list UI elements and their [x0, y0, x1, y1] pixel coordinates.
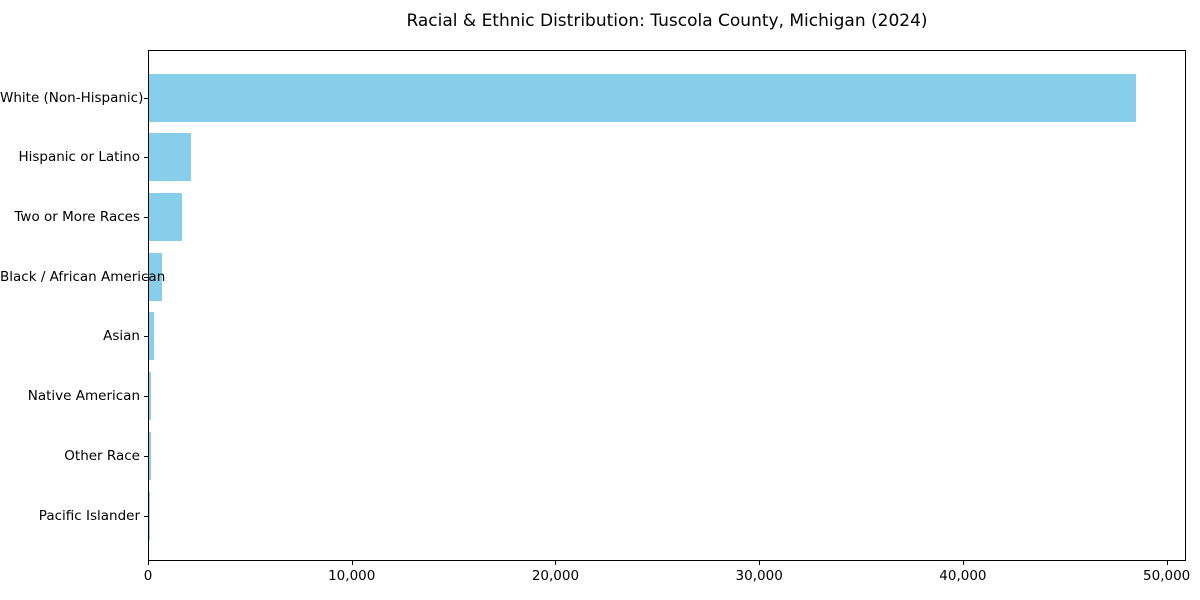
y-axis-label: Native American: [27, 388, 140, 405]
chart-bar: [149, 133, 191, 182]
y-axis-label: Pacific Islander: [38, 507, 140, 524]
plot-area: [148, 50, 1186, 561]
x-axis-tick: [148, 561, 149, 565]
y-axis-tick: [144, 455, 148, 457]
y-axis-label: Other Race: [64, 447, 140, 464]
x-axis-label: 10,000: [328, 568, 376, 584]
y-axis-tick: [144, 336, 148, 338]
x-axis-label: 50,000: [1143, 568, 1191, 584]
x-axis-label: 30,000: [735, 568, 783, 584]
chart-bar: [149, 73, 1137, 122]
y-axis-label: Asian: [103, 328, 140, 345]
y-axis-label: White (Non-Hispanic): [0, 89, 144, 106]
chart-bar: [149, 193, 183, 242]
chart-bar: [149, 431, 151, 480]
x-axis-label: 0: [143, 568, 153, 584]
y-axis-tick: [144, 515, 148, 517]
chart-title: Racial & Ethnic Distribution: Tuscola Co…: [406, 11, 928, 31]
chart-bar: [149, 312, 155, 361]
y-axis-label: Hispanic or Latino: [18, 149, 140, 166]
x-axis-tick: [351, 561, 353, 565]
y-axis-tick: [144, 217, 148, 219]
x-axis-tick: [759, 561, 761, 565]
x-axis-tick: [1166, 561, 1168, 565]
chart-bar: [149, 372, 152, 421]
chart-bar: [149, 252, 163, 301]
y-axis-label: Two or More Races: [14, 209, 140, 226]
y-axis-tick: [144, 157, 148, 159]
y-axis-tick: [144, 276, 148, 278]
x-axis-label: 40,000: [939, 568, 987, 584]
y-axis-tick: [144, 97, 148, 99]
y-axis-label: Black / African American: [0, 268, 166, 285]
x-axis-label: 20,000: [531, 568, 580, 584]
x-axis-tick: [555, 561, 557, 565]
y-axis-tick: [144, 396, 148, 398]
x-axis-tick: [962, 561, 964, 565]
